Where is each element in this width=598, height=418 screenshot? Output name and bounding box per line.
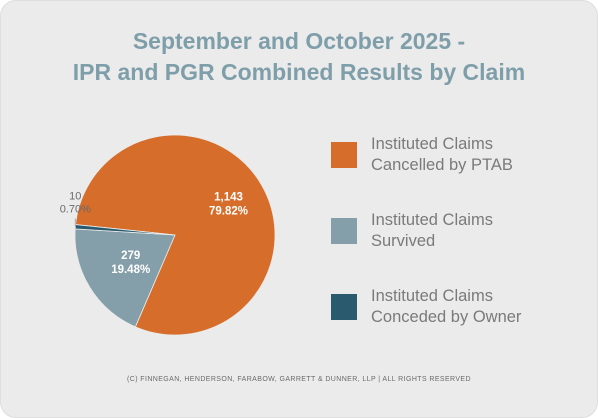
legend: Instituted Claims Cancelled by PTAB Instit… [331,135,522,326]
legend-label: Conceded by Owner [371,308,522,326]
legend-swatch-instituted-claims-conceded-by-owner [331,294,357,320]
legend-label: Cancelled by PTAB [371,156,513,174]
slice-percent-label: 79.82% [209,206,248,218]
legend-swatch-instituted-claims-cancelled-by-ptab [331,142,357,168]
pie-labels: 1,143 79.82% 279 19.48% 100.70% [60,191,248,277]
pie-slices [74,134,276,336]
copyright-footer: (C) FINNEGAN, HENDERSON, FARABOW, GARRET… [127,376,471,383]
legend-label: Instituted Claims [371,211,493,229]
slice-percent-label: 0.70% [60,204,91,216]
legend-label: Survived [371,232,435,250]
pie-slice-instituted-claims-survived [74,228,176,328]
slice-count-label: 1,143 [214,192,243,204]
legend-label: Instituted Claims [371,287,493,305]
slice-count-label: 279 [121,250,140,262]
legend-swatch-instituted-claims-survived [331,218,357,244]
slice-count-label: 10 [69,191,81,203]
chart-title-line-2: IPR and PGR Combined Results by Claim [73,59,525,85]
legend-label: Instituted Claims [371,135,493,153]
chart-title-line-1: September and October 2025 - [133,28,465,54]
slice-percent-label: 19.48% [111,264,150,276]
